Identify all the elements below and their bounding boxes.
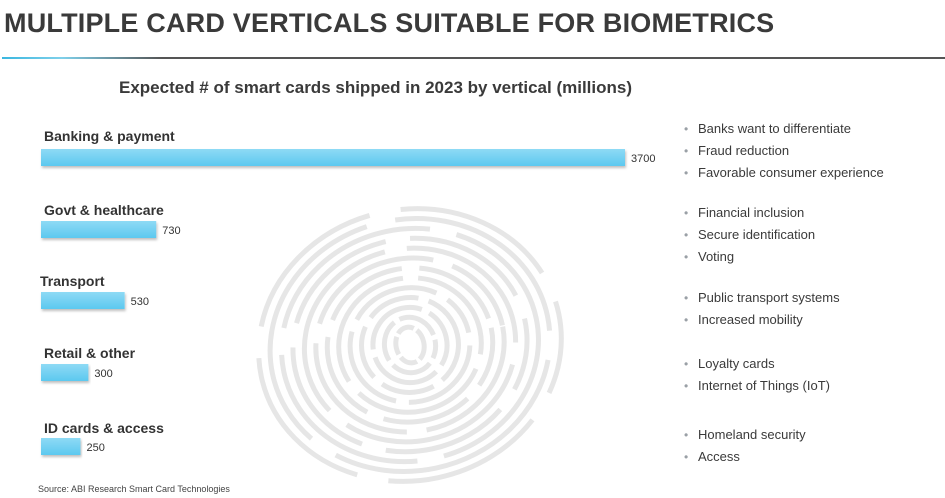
fingerprint-ridge [336, 275, 484, 415]
fingerprint-ridge [313, 255, 507, 435]
bullet-group-transport: Public transport systemsIncreased mobili… [682, 287, 942, 331]
title-divider [2, 57, 945, 59]
bar-value-label: 300 [94, 368, 112, 380]
source-note: Source: ABI Research Smart Card Technolo… [38, 484, 230, 494]
bar [41, 364, 89, 381]
page-title: MULTIPLE CARD VERTICALS SUITABLE FOR BIO… [4, 8, 775, 38]
bullet-item: Voting [682, 246, 942, 268]
category-label: Govt & healthcare [44, 202, 164, 218]
bullet-item: Internet of Things (IoT) [682, 375, 942, 397]
bar-value-label: 3700 [631, 153, 655, 165]
category-label: Transport [40, 273, 105, 289]
fingerprint-ridge [359, 295, 461, 395]
bar-value-label: 250 [86, 442, 104, 454]
bullet-item: Financial inclusion [682, 202, 942, 224]
bullet-item: Loyalty cards [682, 353, 942, 375]
bullet-item: Favorable consumer experience [682, 162, 942, 184]
bullet-item: Increased mobility [682, 309, 942, 331]
fingerprint-ridge [301, 245, 519, 445]
category-label: Retail & other [44, 345, 136, 361]
bar-value-label: 730 [162, 225, 180, 237]
bullet-item: Access [682, 446, 942, 468]
fingerprint-ridge [381, 314, 439, 376]
bullet-group-banking: Banks want to differentiateFraud reducti… [682, 118, 942, 184]
fingerprint-ridge [290, 235, 530, 455]
bullet-item: Banks want to differentiate [682, 118, 942, 140]
bullet-item: Homeland security [682, 424, 942, 446]
bullet-group-retail: Loyalty cardsInternet of Things (IoT) [682, 353, 942, 397]
fingerprint-ridge [393, 324, 427, 366]
fingerprint-ridge [370, 304, 450, 386]
fingerprint-ridge [347, 285, 473, 405]
fingerprint-ridge [279, 225, 541, 465]
bullet-group-id-cards: Homeland securityAccess [682, 424, 942, 468]
fingerprint-ridge [256, 206, 564, 484]
fingerprint-ridge [324, 265, 496, 425]
bullet-item: Public transport systems [682, 287, 942, 309]
bullet-item: Fraud reduction [682, 140, 942, 162]
bar [41, 149, 625, 166]
category-label: Banking & payment [44, 128, 175, 144]
fingerprint-ridge [267, 216, 553, 474]
bar-value-label: 530 [131, 296, 149, 308]
category-label: ID cards & access [44, 420, 164, 436]
bar [41, 438, 81, 455]
chart-title: Expected # of smart cards shipped in 202… [119, 78, 633, 97]
bullet-group-government: Financial inclusionSecure identification… [682, 202, 942, 268]
fingerprint-icon [256, 206, 564, 484]
bar [41, 221, 157, 238]
bar [41, 292, 125, 309]
bullet-item: Secure identification [682, 224, 942, 246]
